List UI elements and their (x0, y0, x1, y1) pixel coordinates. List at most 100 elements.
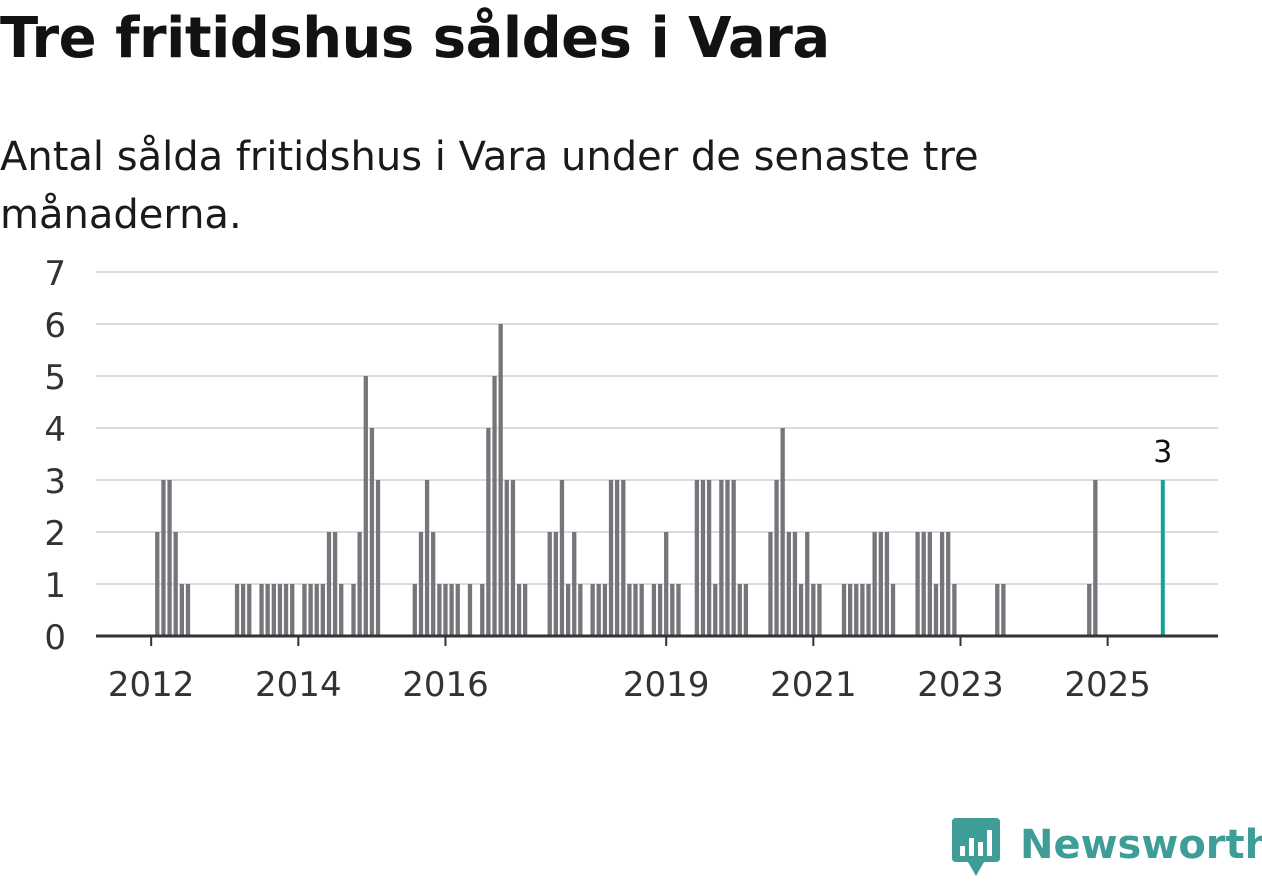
bar (265, 584, 270, 636)
bar (921, 532, 926, 636)
bar (884, 532, 890, 636)
bar (792, 532, 798, 636)
bar (995, 584, 1000, 636)
bar (1087, 584, 1092, 636)
bar (847, 584, 853, 636)
bar (510, 480, 516, 636)
bar (664, 532, 669, 636)
bar (339, 584, 344, 636)
bar (694, 480, 700, 636)
y-tick-label: 2 (44, 514, 66, 554)
bar (700, 480, 706, 636)
bar (516, 584, 522, 636)
bar (737, 584, 742, 636)
y-tick-label: 0 (44, 618, 66, 658)
bar (725, 480, 730, 636)
bar (608, 480, 614, 636)
y-tick-label: 6 (44, 306, 66, 346)
bar (946, 532, 951, 636)
bar (369, 428, 375, 636)
bar (817, 584, 822, 636)
y-tick-label: 5 (44, 358, 66, 398)
bar (657, 584, 663, 636)
y-tick-label: 3 (44, 462, 66, 502)
bar (185, 584, 191, 636)
y-tick-label: 7 (44, 254, 66, 294)
bar (234, 584, 240, 636)
bar (866, 584, 871, 636)
gridlines (96, 271, 1218, 585)
bar (565, 584, 571, 636)
bar (915, 532, 920, 636)
bar (1001, 584, 1006, 636)
bar (467, 584, 473, 636)
bar (480, 584, 485, 636)
bar (332, 532, 338, 636)
bar (271, 584, 276, 636)
bar (431, 532, 436, 636)
x-tick-label: 2012 (108, 665, 195, 705)
bar (173, 532, 178, 636)
highlight-data-label: 3 (1153, 435, 1172, 470)
bar (621, 480, 626, 636)
bar (326, 532, 332, 636)
bar (302, 584, 307, 636)
bar (357, 532, 362, 636)
bar (786, 532, 791, 636)
bar (167, 480, 172, 636)
bar (706, 480, 712, 636)
chart-subtitle: Antal sålda fritidshus i Vara under de s… (0, 134, 979, 238)
bar (553, 532, 558, 636)
bar (179, 584, 185, 636)
bar (504, 480, 509, 636)
bar (731, 480, 736, 636)
bar (1093, 480, 1098, 636)
bar (572, 532, 577, 636)
bar (424, 480, 430, 636)
bar (241, 584, 246, 636)
x-tick-label: 2025 (1064, 665, 1151, 705)
newsworthy-logo: Newsworthy (950, 818, 1262, 876)
bar (498, 324, 503, 636)
bar (418, 532, 424, 636)
x-tick-label: 2014 (255, 665, 342, 705)
bar (161, 480, 166, 636)
bar (590, 584, 595, 636)
bar (602, 584, 608, 636)
newsworthy-logo-text: Newsworthy (1020, 822, 1262, 868)
bar (798, 584, 804, 636)
bar (290, 584, 295, 636)
bar (841, 584, 847, 636)
bar (596, 584, 601, 636)
bar (774, 480, 779, 636)
bar (247, 584, 252, 636)
bar (872, 532, 877, 636)
bar (927, 532, 932, 636)
bar (627, 584, 632, 636)
bar (639, 584, 644, 636)
bar (259, 584, 264, 636)
y-axis: 0 1 2 3 4 5 6 7 (44, 254, 66, 658)
bar (743, 584, 749, 636)
bar (314, 584, 319, 636)
bar (780, 428, 785, 636)
x-tick-label: 2021 (770, 665, 857, 705)
bar (351, 584, 356, 636)
bar (283, 584, 289, 636)
bar (811, 584, 816, 636)
bar (412, 584, 417, 636)
x-tick-label: 2023 (917, 665, 1004, 705)
bar (676, 584, 681, 636)
bar (952, 584, 957, 636)
bar-chart: 0 1 2 3 4 5 6 7 2012 2014 2016 2019 2021 2023 2025 3 (44, 254, 1218, 705)
bar (308, 584, 313, 636)
bar (547, 532, 552, 636)
bar (559, 480, 565, 636)
bar (449, 584, 454, 636)
annotations: 3 (1153, 435, 1172, 470)
bar (492, 376, 497, 636)
bar (805, 532, 810, 636)
x-tick-label: 2016 (402, 665, 489, 705)
bar (277, 584, 283, 636)
bar (578, 584, 583, 636)
